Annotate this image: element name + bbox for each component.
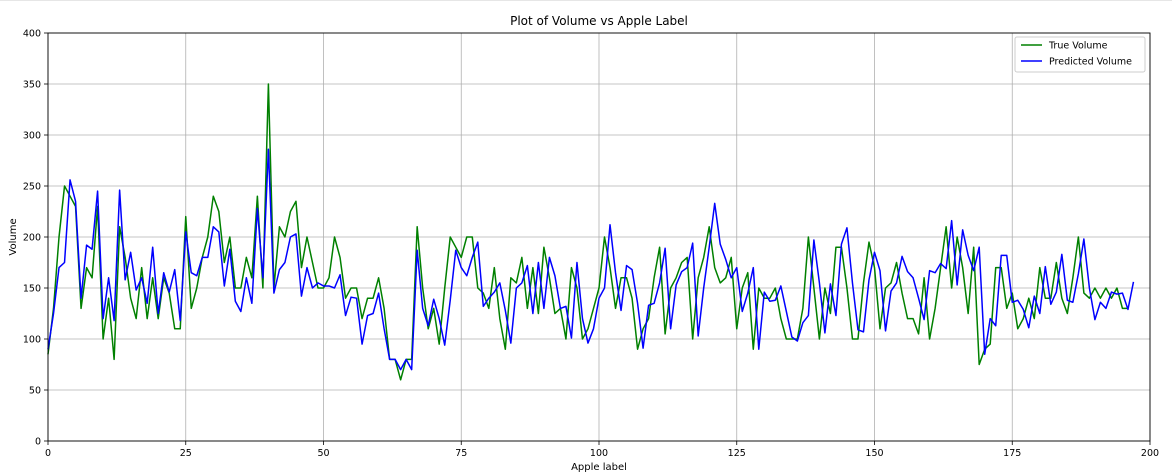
x-axis-label: Apple label	[571, 462, 627, 473]
y-axis-ticks: 0 50 100 150 200 250 300 350 400	[23, 29, 48, 448]
legend-label-predicted-volume: Predicted Volume	[1049, 57, 1132, 68]
y-tick-label: 50	[29, 386, 41, 397]
x-tick-label: 125	[728, 448, 746, 459]
legend-label-true-volume: True Volume	[1048, 41, 1108, 52]
x-tick-label: 25	[180, 448, 192, 459]
y-tick-label: 400	[23, 29, 41, 40]
x-axis-ticks: 0 25 50 75 100 125 150 175 200	[45, 441, 1159, 459]
x-tick-label: 0	[45, 448, 51, 459]
y-tick-label: 0	[35, 437, 41, 448]
legend: True Volume Predicted Volume	[1014, 36, 1146, 73]
series-line-predicted-volume	[47, 148, 1135, 371]
chart-title: Plot of Volume vs Apple Label	[510, 14, 688, 28]
y-tick-label: 350	[23, 80, 41, 91]
x-tick-label: 200	[1141, 448, 1159, 459]
y-axis-label: Volume	[8, 218, 19, 255]
y-tick-label: 100	[23, 335, 41, 346]
x-tick-label: 100	[590, 448, 608, 459]
legend-box	[1014, 36, 1146, 73]
x-tick-label: 150	[865, 448, 883, 459]
y-tick-label: 300	[23, 131, 41, 142]
series-lines	[47, 83, 1135, 381]
x-tick-label: 175	[1003, 448, 1021, 459]
window-top-border	[0, 0, 1172, 1]
y-tick-label: 150	[23, 284, 41, 295]
y-tick-label: 200	[23, 233, 41, 244]
plot-frame	[47, 32, 1151, 442]
x-tick-label: 50	[317, 448, 329, 459]
y-tick-label: 250	[23, 182, 41, 193]
x-tick-label: 75	[455, 448, 467, 459]
